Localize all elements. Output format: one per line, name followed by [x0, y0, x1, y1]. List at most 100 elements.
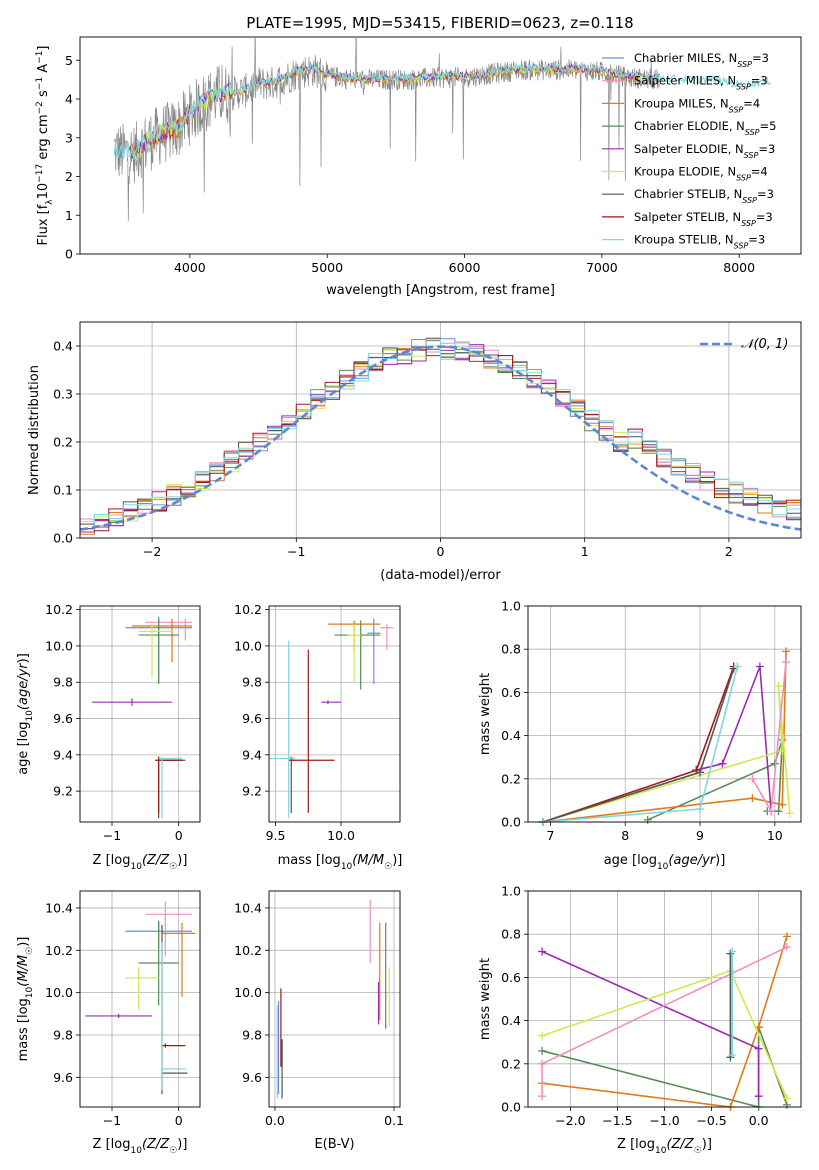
- series-marker: [538, 1059, 547, 1068]
- x-tick-label: −1.0: [649, 1113, 679, 1128]
- x-tick-label: 4000: [174, 260, 206, 275]
- y-tick-label: 9.6: [53, 711, 73, 726]
- y-axis-label: age [log10(age/yr)]: [16, 653, 35, 775]
- errorbar-kroupa_miles: [162, 922, 196, 997]
- y-tick-label: 0.8: [501, 927, 521, 942]
- x-tick-label: −1: [103, 1113, 121, 1128]
- legend-label: Chabrier MILES, NSSP=3: [634, 51, 769, 69]
- legend-label: 𝒩(0, 1): [741, 337, 788, 352]
- axes-frame: [527, 890, 802, 1108]
- errorbar-salpeter_elodie: [85, 1013, 152, 1019]
- y-tick-label: 10.0: [234, 638, 262, 653]
- y-axis-label: Flux [fλ10−17 erg cm−2 s−1 A−1]: [35, 46, 55, 246]
- errorbar-salpeter_miles: [145, 901, 192, 957]
- errorbar-kroupa_stelib: [161, 941, 186, 1091]
- axes-frame: [79, 890, 201, 1108]
- series-marker: [782, 647, 791, 656]
- x-axis-label: age [log10(age/yr)]: [604, 853, 726, 872]
- x-tick-label: 8: [621, 828, 629, 843]
- x-tick-label: 1: [581, 544, 589, 559]
- y-tick-label: 9.6: [53, 1070, 73, 1085]
- y-tick-label: 0.2: [53, 435, 73, 450]
- y-axis-label: mass weight: [478, 673, 493, 755]
- mass-vs-ebv-panel: 0.0 0.1 9.6 9.8 10.0 10.2 10.4 E(B-V): [234, 890, 404, 1152]
- y-tick-label: 9.2: [53, 784, 73, 799]
- errorbar-chabrier_stelib: [155, 756, 186, 819]
- spectrum-panel: 4000 5000 6000 7000 8000 0 1 2 3 4 5 Chabrier MILES…: [35, 36, 802, 298]
- x-tick-label: 0.0: [265, 1113, 285, 1128]
- observed-spectrum: [113, 37, 660, 221]
- x-tick-label: 10.0: [327, 828, 355, 843]
- series-marker: [782, 943, 791, 952]
- y-tick-label: 1: [65, 208, 73, 223]
- errorbar-salpeter_stelib: [288, 649, 335, 813]
- legend-label: Kroupa ELODIE, NSSP=4: [634, 165, 768, 183]
- weight-vs-age-panel: 7 8 9 10 0.0 0.2 0.4 0.6 0.8 1.0 age [log10(age/yr…: [478, 599, 802, 872]
- y-tick-label: 0.4: [501, 1013, 521, 1028]
- y-tick-label: 4: [65, 92, 73, 107]
- series-line: [542, 651, 787, 823]
- spectrum-plot-area: [113, 37, 771, 221]
- series-marker: [782, 932, 791, 941]
- y-tick-label: 1.0: [501, 884, 521, 899]
- y-tick-label: 10.2: [234, 602, 262, 617]
- errorbar-salpeter_elodie: [92, 698, 172, 706]
- x-tick-label: −1: [287, 544, 305, 559]
- y-tick-label: 10.0: [234, 985, 262, 1000]
- normal-distribution-curve: [80, 345, 801, 531]
- series-marker: [774, 807, 783, 816]
- y-tick-label: 0.6: [501, 685, 521, 700]
- series-marker: [748, 774, 757, 783]
- errorbar-chabrier_stelib: [288, 756, 294, 813]
- series-marker: [696, 805, 705, 814]
- series-marker: [785, 809, 794, 818]
- y-tick-label: 10.0: [45, 638, 73, 653]
- series-marker: [538, 1046, 547, 1055]
- y-tick-label: 9.8: [53, 675, 73, 690]
- series-line: [542, 666, 735, 823]
- errorbar-salpeter_miles: [380, 624, 394, 650]
- y-tick-label: 0.2: [501, 1056, 521, 1071]
- series-marker: [767, 807, 776, 816]
- y-tick-label: 1.0: [501, 599, 521, 614]
- series-chabrier_stelib: [538, 664, 738, 826]
- series-line: [696, 666, 772, 812]
- plot-area: [85, 901, 196, 1095]
- mass-vs-metallicity-panel: −1 0 9.6 9.8 10.0 10.2 10.4 Z [log10(Z/Z☉)] mass…: [16, 890, 201, 1156]
- y-axis-label: mass [log10(M/M☉)]: [16, 937, 35, 1062]
- x-axis-label: (data-model)/error: [380, 568, 501, 583]
- y-tick-label: 9.2: [242, 784, 262, 799]
- residuals-panel: −2 −1 0 1 2 0.0 0.1 0.2 0.3 0.4 𝒩(0, 1) (data-model…: [27, 321, 802, 583]
- histogram-area: [80, 337, 801, 537]
- legend-label: Salpeter STELIB, NSSP=3: [634, 210, 773, 228]
- series-salpeter_miles: [748, 658, 791, 816]
- series-marker: [778, 800, 787, 809]
- x-tick-label: 7000: [586, 260, 618, 275]
- x-tick-label: 10: [767, 828, 783, 843]
- legend-label: Salpeter ELODIE, NSSP=3: [634, 142, 775, 160]
- axes-frame: [527, 605, 802, 823]
- x-axis-label: Z [log10(Z/Z☉)]: [93, 853, 188, 872]
- plot-area: [276, 899, 390, 1099]
- series-marker: [538, 947, 547, 956]
- series-marker: [774, 681, 783, 690]
- x-axis-label: Z [log10(Z/Z☉)]: [617, 1137, 712, 1156]
- x-tick-label: 8000: [723, 260, 755, 275]
- y-tick-label: 5: [65, 53, 73, 68]
- y-tick-label: 0.3: [53, 387, 73, 402]
- model-curve-kroupa_stelib: [113, 62, 771, 160]
- y-tick-label: 10.2: [45, 602, 73, 617]
- series-marker: [754, 1092, 763, 1101]
- y-tick-label: 3: [65, 130, 73, 145]
- x-tick-label: −2: [143, 544, 161, 559]
- series-marker: [748, 794, 757, 803]
- y-tick-label: 9.6: [242, 711, 262, 726]
- y-tick-label: 9.8: [242, 675, 262, 690]
- x-tick-label: 9: [696, 828, 704, 843]
- series-marker: [778, 746, 787, 755]
- x-tick-label: 0: [437, 544, 445, 559]
- y-axis-label: Normed distribution: [27, 365, 42, 495]
- y-tick-label: 9.8: [242, 1028, 262, 1043]
- y-tick-label: 0.2: [501, 771, 521, 786]
